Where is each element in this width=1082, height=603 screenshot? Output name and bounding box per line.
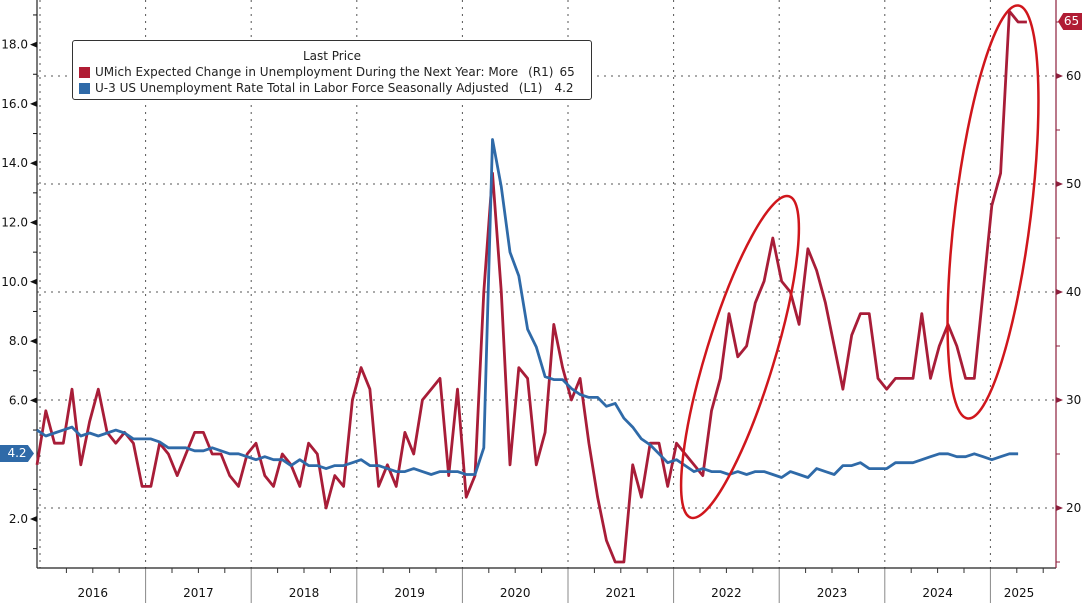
left-tick-arrow <box>30 278 37 285</box>
left-tick-arrow <box>30 219 37 226</box>
legend-axis: (L1) <box>518 81 543 95</box>
x-axis-year-label: 2016 <box>78 586 109 600</box>
annotations <box>679 4 1040 520</box>
x-axis-year-label: 2018 <box>289 586 320 600</box>
right-tick-arrow <box>1056 181 1063 187</box>
left-tick-arrow <box>30 160 37 167</box>
chart-legend: Last Price UMich Expected Change in Unem… <box>72 40 592 100</box>
highlight-ellipse-2025 <box>946 4 1040 420</box>
unemployment-rate-line <box>36 138 1019 479</box>
highlight-ellipse-2022 <box>679 194 801 520</box>
left-axis-tick-label: 18.0 <box>1 38 28 52</box>
left-axis-tick-label: 16.0 <box>1 97 28 111</box>
right-axis-tick-label: 20 <box>1066 501 1081 515</box>
x-axis-year-label: 2019 <box>394 586 425 600</box>
left-axis-tick-label: 2.0 <box>9 512 28 526</box>
right-axis-tick-label: 40 <box>1066 285 1081 299</box>
x-axis-year-label: 2022 <box>711 586 742 600</box>
legend-label: U-3 US Unemployment Rate Total in Labor … <box>95 81 509 95</box>
x-axis-year-label: 2020 <box>500 586 531 600</box>
left-axis-tick-label: 8.0 <box>9 334 28 348</box>
legend-value: 4.2 <box>554 81 574 95</box>
left-axis-last-value-badge: 4.2 <box>0 445 34 462</box>
right-tick-arrow <box>1056 505 1063 511</box>
umich-expected-unemployment-line <box>35 9 1027 564</box>
left-tick-arrow <box>30 397 37 404</box>
right-tick-arrow <box>1056 73 1063 79</box>
x-axis-year-label: 2025 <box>1004 586 1035 600</box>
x-axis-year-label: 2021 <box>606 586 637 600</box>
right-tick-arrow <box>1056 289 1063 295</box>
legend-value: 65 <box>559 65 575 79</box>
x-axis-year-label: 2023 <box>817 586 848 600</box>
right-axis-tick-label: 60 <box>1066 69 1081 83</box>
legend-axis: (R1) <box>528 65 554 79</box>
legend-swatch-red <box>79 66 90 78</box>
legend-item-umich: UMich Expected Change in Unemployment Du… <box>73 64 591 80</box>
right-axis-tick-label: 30 <box>1066 393 1081 407</box>
left-tick-arrow <box>30 100 37 107</box>
axis-ticks: 20 30 40 50 60 2016 2017 2018 2019 2020 2021 2022 20… <box>1 14 1081 600</box>
left-tick-arrow <box>30 516 37 522</box>
x-axis-year-label: 2017 <box>183 586 214 600</box>
left-axis-tick-label: 6.0 <box>9 393 28 407</box>
right-axis-tick-label: 50 <box>1066 177 1081 191</box>
legend-title: Last Price <box>302 49 362 63</box>
left-tick-arrow <box>30 338 37 345</box>
left-axis-tick-label: 10.0 <box>1 275 28 289</box>
legend-swatch-blue <box>79 82 90 94</box>
right-tick-arrow <box>1056 397 1063 403</box>
right-axis-last-value-badge: 65 <box>1058 13 1082 30</box>
legend-label: UMich Expected Change in Unemployment Du… <box>95 65 519 79</box>
left-axis-tick-label: 14.0 <box>1 156 28 170</box>
left-axis-tick-label: 12.0 <box>1 216 28 230</box>
legend-item-unemployment: U-3 US Unemployment Rate Total in Labor … <box>73 80 591 96</box>
left-tick-arrow <box>30 41 37 48</box>
series-lines <box>35 9 1027 564</box>
x-axis-year-label: 2024 <box>922 586 953 600</box>
